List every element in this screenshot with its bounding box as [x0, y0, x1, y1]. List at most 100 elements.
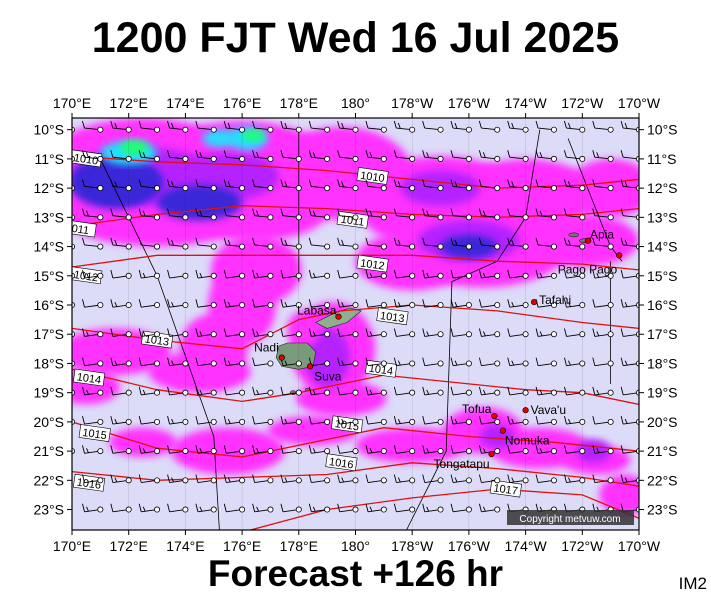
wind-barb-feather	[620, 357, 624, 366]
wind-station-circle	[636, 302, 639, 309]
wind-barb	[450, 120, 472, 133]
wind-barb-feather	[478, 208, 482, 216]
place-name: Tofua	[462, 402, 492, 416]
wind-barb	[167, 474, 189, 484]
wind-station-circle	[182, 155, 189, 162]
wind-barb-feather	[110, 328, 114, 337]
wind-station-circle	[295, 155, 302, 162]
lat-label-right: 22°S	[647, 472, 678, 488]
wind-barb-feather	[82, 120, 85, 129]
wind-station-circle	[239, 418, 246, 425]
wind-station-circle	[352, 448, 359, 455]
rain-cell	[157, 185, 243, 221]
wind-station-circle	[324, 448, 331, 455]
wind-barb	[195, 386, 217, 396]
wind-barb-feather	[167, 208, 170, 216]
wind-barb-feather	[252, 503, 256, 512]
wind-barb-feather	[369, 210, 373, 217]
wind-station-circle	[409, 331, 416, 338]
wind-barb	[308, 179, 331, 192]
wind-barb-feather	[312, 210, 316, 217]
isobar-label: 1012	[356, 254, 389, 273]
wind-barb	[422, 237, 444, 250]
wind-station-circle	[550, 389, 557, 396]
wind-station-circle	[324, 155, 331, 162]
wind-station-circle	[97, 448, 104, 455]
wind-station-circle	[494, 360, 501, 367]
wind-barb-feather	[86, 152, 89, 158]
wind-barb-feather	[252, 269, 256, 279]
wind-barb	[337, 386, 359, 396]
wind-station-circle	[154, 389, 161, 396]
wind-barb	[337, 357, 359, 367]
wind-barb	[82, 269, 104, 279]
isobar-line	[250, 488, 639, 530]
wind-barb-feather	[507, 328, 511, 337]
wind-barb	[620, 150, 639, 162]
lat-label-right: 15°S	[647, 268, 678, 284]
wind-barb	[507, 208, 529, 221]
wind-barb-feather	[337, 357, 341, 366]
wind-barb	[167, 150, 189, 162]
wind-station-circle	[409, 418, 416, 425]
lat-label-right: 23°S	[647, 502, 678, 518]
wind-barb	[138, 269, 161, 279]
wind-barb	[280, 269, 302, 279]
wind-station-circle	[465, 418, 472, 425]
wind-station-circle	[607, 155, 614, 162]
wind-barb-feather	[592, 445, 596, 454]
wind-station-circle	[409, 302, 416, 309]
wind-barb-feather	[114, 360, 118, 366]
isobar-label-text: 011	[71, 223, 90, 237]
lon-label-bottom: 178°E	[280, 538, 318, 554]
wind-barb-feather	[86, 210, 89, 217]
wind-barb	[422, 328, 444, 338]
wind-barb-feather	[337, 386, 341, 396]
place-dot	[584, 237, 592, 244]
wind-station-circle	[239, 331, 246, 338]
wind-barb-feather	[507, 357, 511, 366]
wind-barb-feather	[365, 328, 369, 337]
wind-barb	[450, 386, 472, 396]
rain-cell	[148, 351, 251, 393]
wind-barb-feather	[592, 357, 596, 366]
lat-label-right: 14°S	[647, 239, 678, 255]
wind-barb-feather	[223, 179, 227, 187]
wind-station-circle	[154, 185, 161, 192]
wind-station-circle	[522, 418, 529, 425]
wind-barb-feather	[110, 150, 114, 158]
wind-barb-feather	[397, 239, 401, 246]
wind-barb-feather	[167, 503, 170, 512]
wind-barb	[478, 208, 501, 221]
wind-station-circle	[409, 155, 416, 162]
wind-barb-feather	[478, 474, 482, 483]
wind-barb	[82, 208, 104, 221]
wind-barb	[478, 150, 501, 162]
wind-barb	[365, 150, 387, 162]
wind-barb	[422, 386, 444, 396]
wind-station-circle	[210, 331, 217, 338]
wind-station-circle	[380, 360, 387, 367]
wind-barb-feather	[507, 386, 511, 396]
wind-barb	[82, 150, 104, 162]
wind-station-circle	[550, 331, 557, 338]
wind-barb-feather	[312, 152, 316, 158]
isobar-layer: 1010 1010 011 1011 1012 1012 1013 1013 1014 1014 1…	[71, 149, 639, 530]
wind-station-circle	[352, 126, 359, 133]
wind-station-circle	[324, 243, 331, 250]
rain-cell	[568, 158, 639, 218]
wind-station-circle	[409, 448, 416, 455]
wind-station-circle	[267, 185, 274, 192]
wind-station-circle	[636, 389, 639, 396]
wind-barb-feather	[422, 150, 426, 158]
wind-station-circle	[125, 477, 132, 484]
wind-barb	[365, 416, 387, 425]
wind-barb	[535, 120, 557, 133]
wind-barb-feather	[592, 179, 596, 187]
wind-barb-feather	[167, 179, 170, 187]
forecast-title: 1200 FJT Wed 16 Jul 2025	[91, 14, 620, 62]
wind-barb	[167, 299, 189, 309]
wind-station-circle	[636, 418, 639, 425]
wind-barb	[478, 237, 501, 250]
isobar-label-box	[72, 368, 106, 387]
